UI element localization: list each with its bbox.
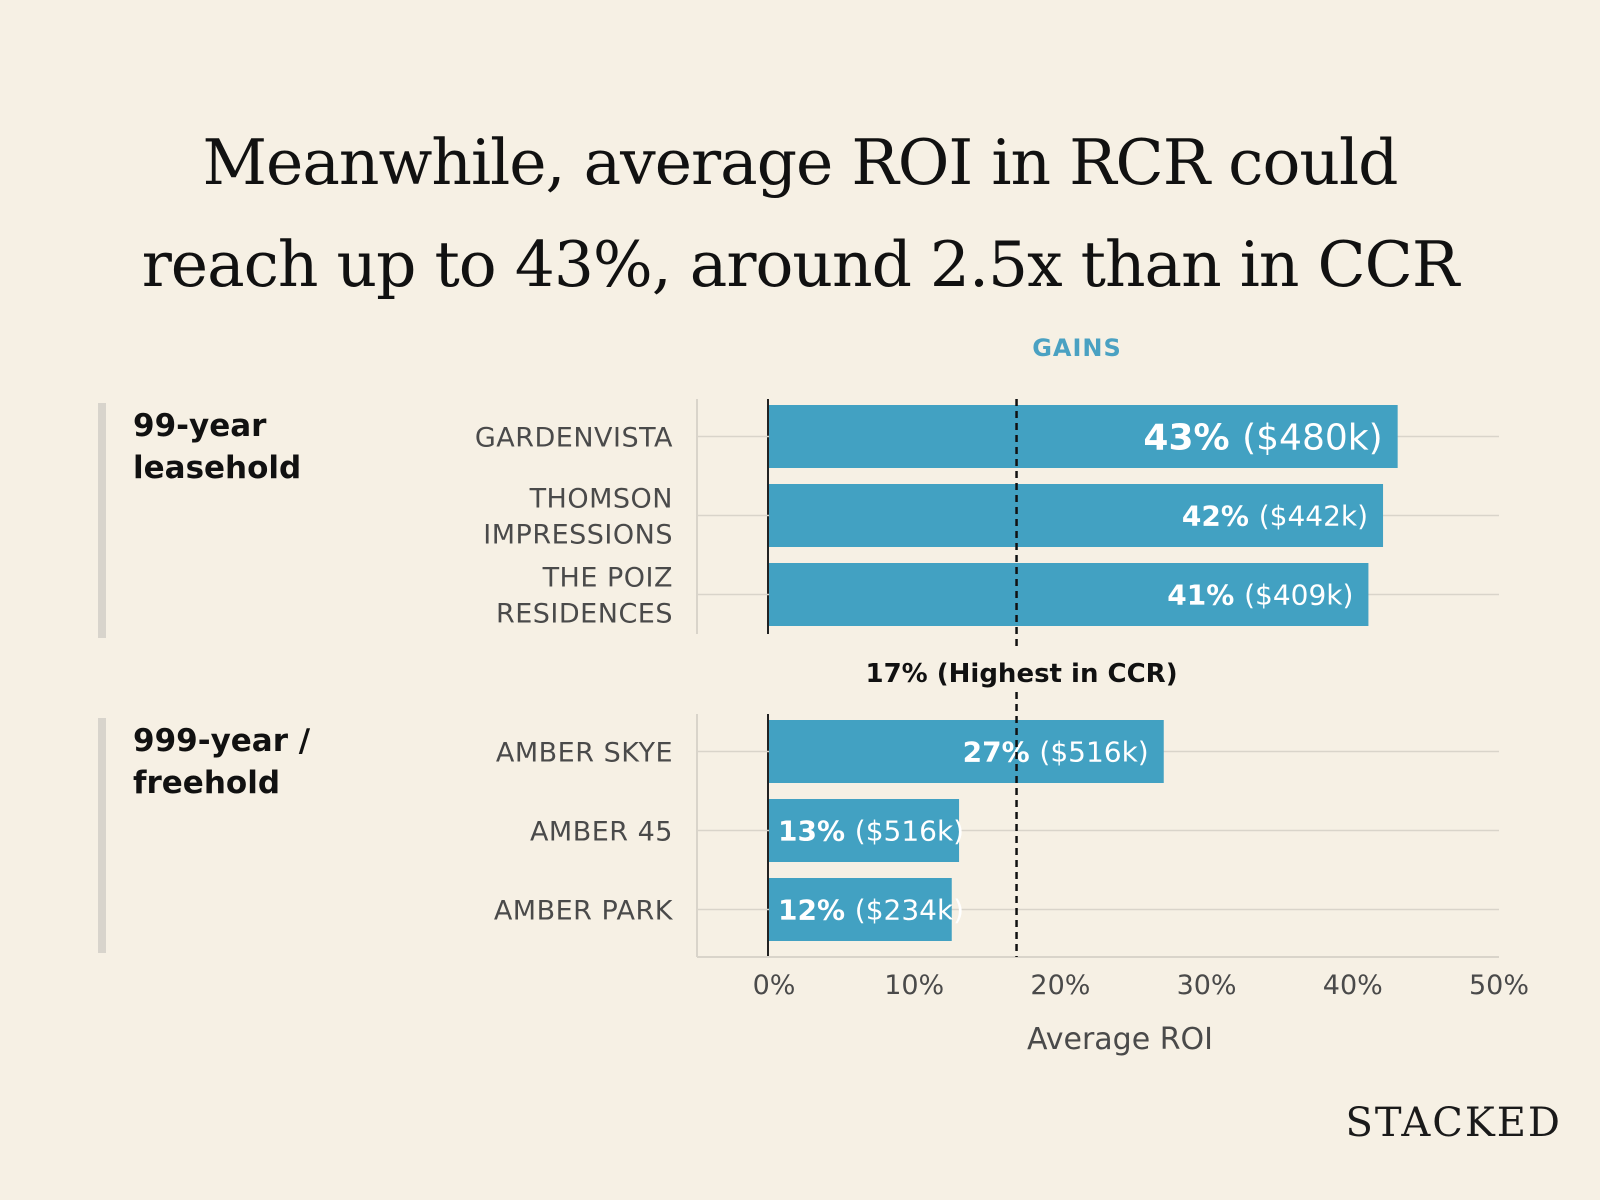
bar — [769, 878, 952, 941]
category-label: IMPRESSIONS — [483, 520, 673, 551]
bar-data-label: 27% ($516k) — [963, 736, 1149, 769]
x-tick-label: 30% — [1177, 970, 1237, 1001]
bar-amount-label: ($442k) — [1259, 500, 1368, 533]
x-tick-label: 40% — [1323, 970, 1383, 1001]
chart-title-line-1: Meanwhile, average ROI in RCR could — [202, 126, 1399, 199]
category-label: RESIDENCES — [496, 599, 673, 630]
category-label: AMBER PARK — [494, 896, 674, 927]
bar-data-label: 43% ($480k) — [1143, 417, 1382, 458]
chart-title: Meanwhile, average ROI in RCR could reac… — [0, 112, 1600, 316]
reference-line-label: 17% (Highest in CCR) — [865, 659, 1177, 689]
chart-title-line-2: reach up to 43%, around 2.5x than in CCR — [141, 228, 1460, 301]
bar-amount-label: ($516k) — [1039, 736, 1148, 769]
bar-pct-label: 12% — [778, 894, 855, 927]
x-axis-label: Average ROI — [1027, 1022, 1213, 1057]
bar — [769, 799, 960, 862]
x-tick-label: 50% — [1469, 970, 1529, 1001]
bar-pct-label: 27% — [963, 736, 1040, 769]
group-side-bar — [98, 403, 106, 638]
bar — [769, 405, 1398, 468]
bar-data-label: 13% ($516k) — [778, 815, 964, 848]
category-label: AMBER SKYE — [496, 738, 673, 769]
bar-data-label: 12% ($234k) — [778, 894, 964, 927]
category-label: GARDENVISTA — [475, 423, 673, 454]
category-label: AMBER 45 — [530, 817, 673, 848]
bar-amount-label: ($480k) — [1242, 417, 1383, 458]
bar-data-label: 41% ($409k) — [1167, 579, 1353, 612]
group-side-bar — [98, 718, 106, 953]
bar-pct-label: 42% — [1182, 500, 1259, 533]
brand-logo-text: STACKED — [1345, 1100, 1562, 1146]
bar-amount-label: ($234k) — [855, 894, 964, 927]
x-tick-label: 20% — [1030, 970, 1090, 1001]
x-tick-label: 0% — [753, 970, 796, 1001]
group-label: 99-year — [133, 408, 267, 444]
bar — [769, 720, 1164, 783]
category-label: THE POIZ — [542, 563, 673, 594]
bar-data-label: 42% ($442k) — [1182, 500, 1368, 533]
bar-pct-label: 41% — [1167, 579, 1244, 612]
bar — [769, 563, 1369, 626]
group-label: 999-year / — [133, 723, 311, 759]
bar — [769, 484, 1384, 547]
bar-pct-label: 13% — [778, 815, 855, 848]
group-label: leasehold — [133, 450, 301, 486]
bar-amount-label: ($516k) — [855, 815, 964, 848]
group-label: freehold — [133, 765, 280, 801]
bar-pct-label: 43% — [1143, 417, 1242, 458]
category-label: THOMSON — [529, 484, 673, 515]
x-tick-label: 10% — [884, 970, 944, 1001]
chart-subtitle: GAINS — [1032, 334, 1122, 362]
bar-amount-label: ($409k) — [1244, 579, 1353, 612]
